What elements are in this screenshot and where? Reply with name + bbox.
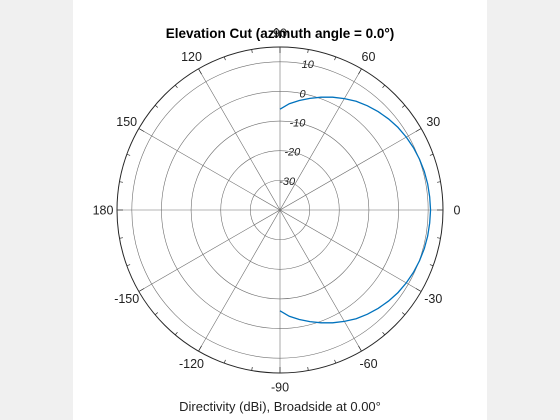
angle-tick-mark [251, 49, 253, 53]
angle-tick-mark [415, 288, 422, 292]
angle-tick-mark [307, 49, 309, 53]
angle-tick-label: -150 [114, 292, 139, 306]
directivity-series-line [279, 96, 432, 324]
chart-title: Elevation Cut (azimuth angle = 0.0°) [166, 26, 395, 41]
angle-tick-label: 60 [362, 50, 376, 64]
chart-subtitle: Directivity (dBi), Broadside at 0.00° [179, 399, 381, 414]
angle-tick-mark [223, 359, 226, 364]
angle-tick-mark [307, 367, 309, 371]
angle-tick-label: 90 [273, 27, 287, 41]
angle-tick-mark [401, 312, 406, 316]
radial-tick-label: 0 [300, 88, 307, 100]
angle-tick-mark [437, 181, 441, 183]
radial-tick-label: -30 [279, 176, 296, 188]
angle-tick-mark [382, 331, 386, 336]
angle-tick-label: -120 [179, 357, 204, 371]
angle-tick-mark [119, 181, 123, 183]
angle-tick-label: 120 [181, 50, 202, 64]
angle-tick-mark [358, 68, 362, 75]
angle-tick-label: 30 [426, 115, 440, 129]
angle-tick-mark [138, 288, 145, 292]
angle-tick-label: -60 [359, 357, 377, 371]
angle-tick-mark [358, 345, 362, 352]
angle-tick-mark [334, 56, 337, 61]
angular-grid-spoke [138, 128, 422, 292]
angle-tick-label: -30 [424, 292, 442, 306]
angle-tick-mark [138, 128, 145, 132]
angle-tick-mark [154, 104, 159, 108]
angle-tick-mark [119, 237, 123, 239]
polar-axes: 0 30 60 90 120 150 180 -150 -120 -90 -60 -30 -30 -20 -… [93, 27, 461, 395]
angle-tick-mark [198, 68, 202, 75]
angle-tick-mark [382, 84, 386, 89]
radial-tick-label: -10 [289, 117, 306, 129]
angle-tick-mark [126, 264, 131, 267]
angle-tick-label: 180 [93, 204, 114, 218]
angle-tick-mark [174, 331, 178, 336]
angle-tick-label: -90 [271, 381, 289, 395]
angle-tick-mark [198, 345, 202, 352]
angle-tick-mark [415, 128, 422, 132]
radial-tick-label: -20 [284, 147, 301, 159]
radial-tick-label: 10 [302, 59, 315, 71]
angle-tick-mark [223, 56, 226, 61]
angle-tick-mark [251, 367, 253, 371]
angle-tick-label: 150 [116, 115, 137, 129]
angle-tick-mark [126, 153, 131, 156]
angle-tick-label: 0 [454, 204, 461, 218]
angle-tick-mark [154, 312, 159, 316]
angle-tick-mark [401, 104, 406, 108]
angle-tick-mark [429, 153, 434, 156]
angle-tick-mark [429, 264, 434, 267]
angle-tick-mark [174, 84, 178, 89]
angle-tick-mark [437, 237, 441, 239]
angle-tick-mark [334, 359, 337, 364]
